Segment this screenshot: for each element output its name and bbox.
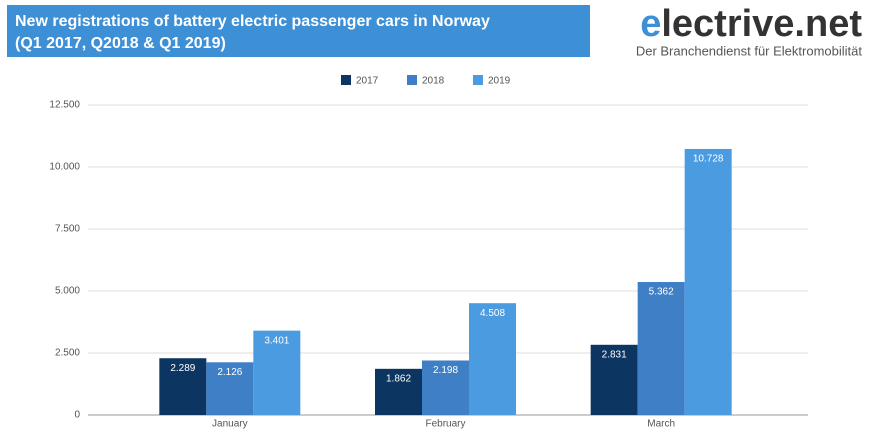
value-label: 3.401 (264, 335, 289, 346)
value-label: 5.362 (649, 287, 674, 298)
y-tick-label: 7.500 (55, 224, 80, 235)
title-box (7, 5, 590, 57)
bar (159, 358, 207, 415)
value-label: 10.728 (693, 154, 724, 165)
bar (684, 148, 732, 415)
bar (253, 330, 301, 415)
y-tick-label: 12.500 (49, 100, 80, 111)
value-label: 1.862 (386, 373, 411, 384)
value-label: 4.508 (480, 308, 505, 319)
legend-swatch (341, 75, 351, 85)
value-label: 2.831 (602, 349, 627, 360)
chart-title: New registrations of battery electric pa… (15, 13, 490, 30)
chart-subtitle: (Q1 2017, Q2018 & Q1 2019) (15, 35, 226, 52)
y-tick-label: 0 (74, 410, 80, 421)
x-tick-label: January (212, 419, 248, 430)
legend-swatch (407, 75, 417, 85)
legend-label: 2018 (422, 76, 445, 87)
y-tick-label: 5.000 (55, 286, 80, 297)
y-tick-label: 10.000 (49, 162, 80, 173)
logo-tagline: Der Branchendienst für Elektromobilität (636, 43, 863, 58)
bar (375, 368, 422, 415)
bar (469, 303, 516, 415)
legend-label: 2019 (488, 76, 511, 87)
bar (637, 282, 685, 415)
bar (206, 362, 254, 415)
legend-swatch (473, 75, 483, 85)
bar (422, 360, 469, 415)
x-tick-label: March (647, 419, 675, 430)
bar (590, 344, 638, 415)
legend-label: 2017 (356, 76, 379, 87)
y-tick-label: 2.500 (55, 348, 80, 359)
logo: electrive.net (640, 3, 862, 45)
x-tick-label: February (425, 419, 465, 430)
value-label: 2.198 (433, 365, 458, 376)
value-label: 2.126 (217, 367, 242, 378)
value-label: 2.289 (170, 363, 195, 374)
